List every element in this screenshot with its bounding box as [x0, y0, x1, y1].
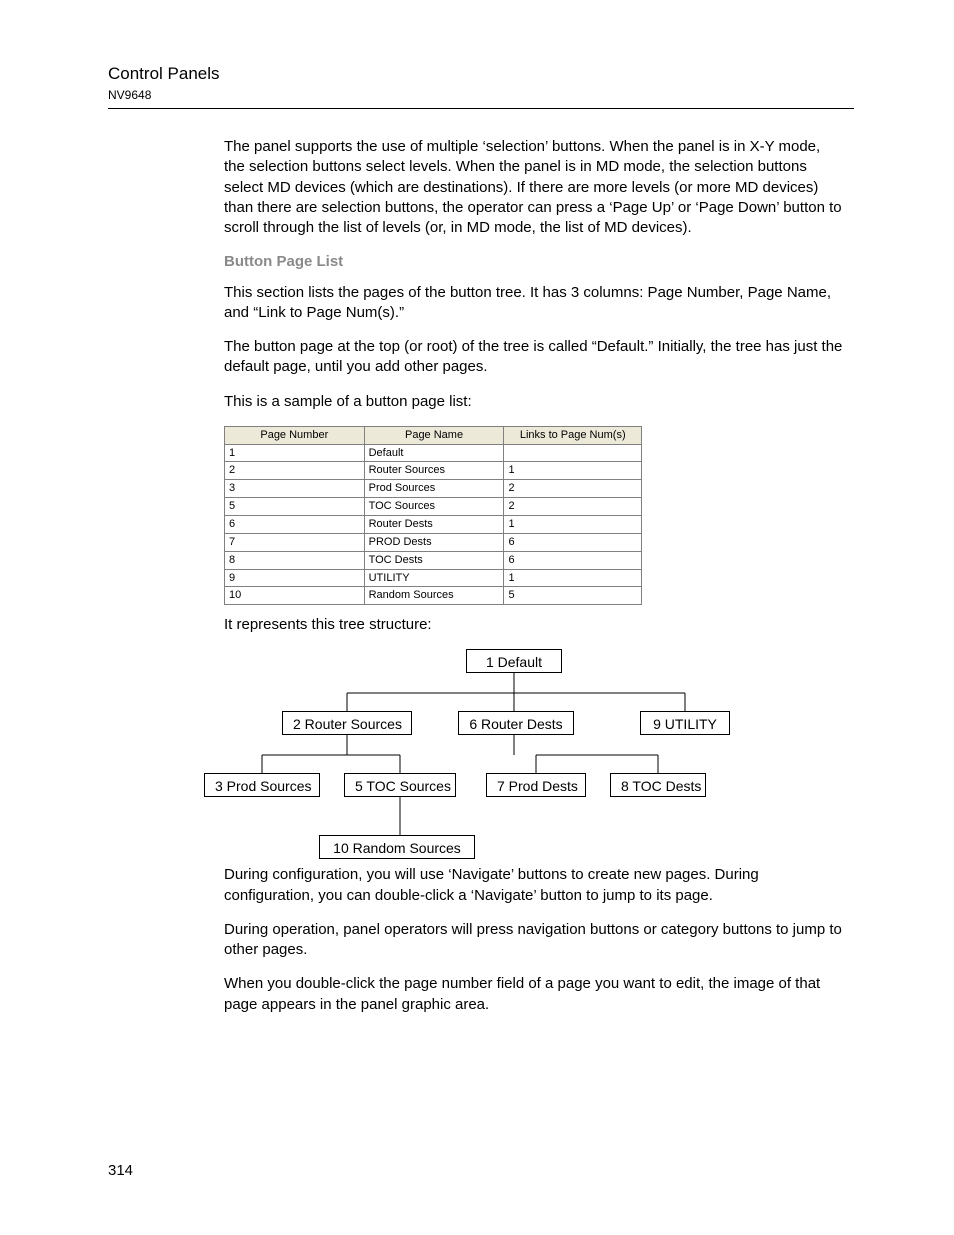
table-row: 10Random Sources5: [225, 587, 642, 605]
table-cell: 2: [225, 462, 365, 480]
table-row: 2Router Sources1: [225, 462, 642, 480]
tree-node: 1 Default: [466, 649, 562, 673]
paragraph-2: The button page at the top (or root) of …: [224, 337, 844, 378]
table-cell: Router Sources: [364, 462, 504, 480]
paragraph-after-1: During configuration, you will use ‘Navi…: [224, 865, 844, 906]
table-cell: [504, 444, 642, 462]
tree-node: 10 Random Sources: [319, 835, 475, 859]
table-cell: 7: [225, 533, 365, 551]
table-cell: 8: [225, 551, 365, 569]
table-cell: 1: [504, 569, 642, 587]
tree-node: 3 Prod Sources: [204, 773, 320, 797]
table-row: 7PROD Dests6: [225, 533, 642, 551]
table-row: 8TOC Dests6: [225, 551, 642, 569]
table-cell: 5: [504, 587, 642, 605]
table-header-row: Page NumberPage NameLinks to Page Num(s): [225, 426, 642, 444]
intro-paragraph: The panel supports the use of multiple ‘…: [224, 137, 844, 238]
button-page-table: Page NumberPage NameLinks to Page Num(s)…: [224, 426, 642, 605]
table-cell: TOC Dests: [364, 551, 504, 569]
table-header-cell: Links to Page Num(s): [504, 426, 642, 444]
table-row: 1Default: [225, 444, 642, 462]
tree-node: 7 Prod Dests: [486, 773, 586, 797]
table-cell: Router Dests: [364, 515, 504, 533]
paragraph-1: This section lists the pages of the butt…: [224, 283, 844, 324]
tree-node: 2 Router Sources: [282, 711, 412, 735]
page: Control Panels NV9648 The panel supports…: [0, 0, 954, 1235]
tree-node: 9 UTILITY: [640, 711, 730, 735]
table-cell: Default: [364, 444, 504, 462]
header-subtitle: NV9648: [108, 88, 854, 102]
paragraph-after-2: During operation, panel operators will p…: [224, 920, 844, 961]
table-header-cell: Page Number: [225, 426, 365, 444]
table-cell: 6: [504, 551, 642, 569]
page-header: Control Panels NV9648: [108, 64, 854, 109]
table-cell: Random Sources: [364, 587, 504, 605]
paragraph-after-3: When you double-click the page number fi…: [224, 974, 844, 1015]
table-cell: 2: [504, 498, 642, 516]
tree-caption: It represents this tree structure:: [224, 615, 844, 635]
tree-node: 6 Router Dests: [458, 711, 574, 735]
section-heading: Button Page List: [224, 252, 844, 272]
table-cell: 1: [504, 462, 642, 480]
table-cell: 5: [225, 498, 365, 516]
table-cell: 6: [225, 515, 365, 533]
table-cell: PROD Dests: [364, 533, 504, 551]
page-number: 314: [108, 1162, 133, 1179]
table-row: 5TOC Sources2: [225, 498, 642, 516]
table-cell: 3: [225, 480, 365, 498]
tree-node: 5 TOC Sources: [344, 773, 456, 797]
table-cell: 6: [504, 533, 642, 551]
table-row: 6Router Dests1: [225, 515, 642, 533]
paragraph-3: This is a sample of a button page list:: [224, 392, 844, 412]
table-cell: 10: [225, 587, 365, 605]
table-cell: Prod Sources: [364, 480, 504, 498]
header-title: Control Panels: [108, 64, 854, 84]
table-row: 3Prod Sources2: [225, 480, 642, 498]
header-rule: [108, 108, 854, 109]
table-cell: 9: [225, 569, 365, 587]
body-column: The panel supports the use of multiple ‘…: [224, 137, 844, 1015]
table-cell: TOC Sources: [364, 498, 504, 516]
table-cell: 1: [504, 515, 642, 533]
table-row: 9UTILITY1: [225, 569, 642, 587]
tree-edges: [204, 649, 844, 865]
tree-node: 8 TOC Dests: [610, 773, 706, 797]
table-header-cell: Page Name: [364, 426, 504, 444]
table-cell: 2: [504, 480, 642, 498]
table-cell: 1: [225, 444, 365, 462]
table-cell: UTILITY: [364, 569, 504, 587]
tree-diagram: 1 Default 2 Router Sources 6 Router Dests 9…: [204, 649, 844, 865]
